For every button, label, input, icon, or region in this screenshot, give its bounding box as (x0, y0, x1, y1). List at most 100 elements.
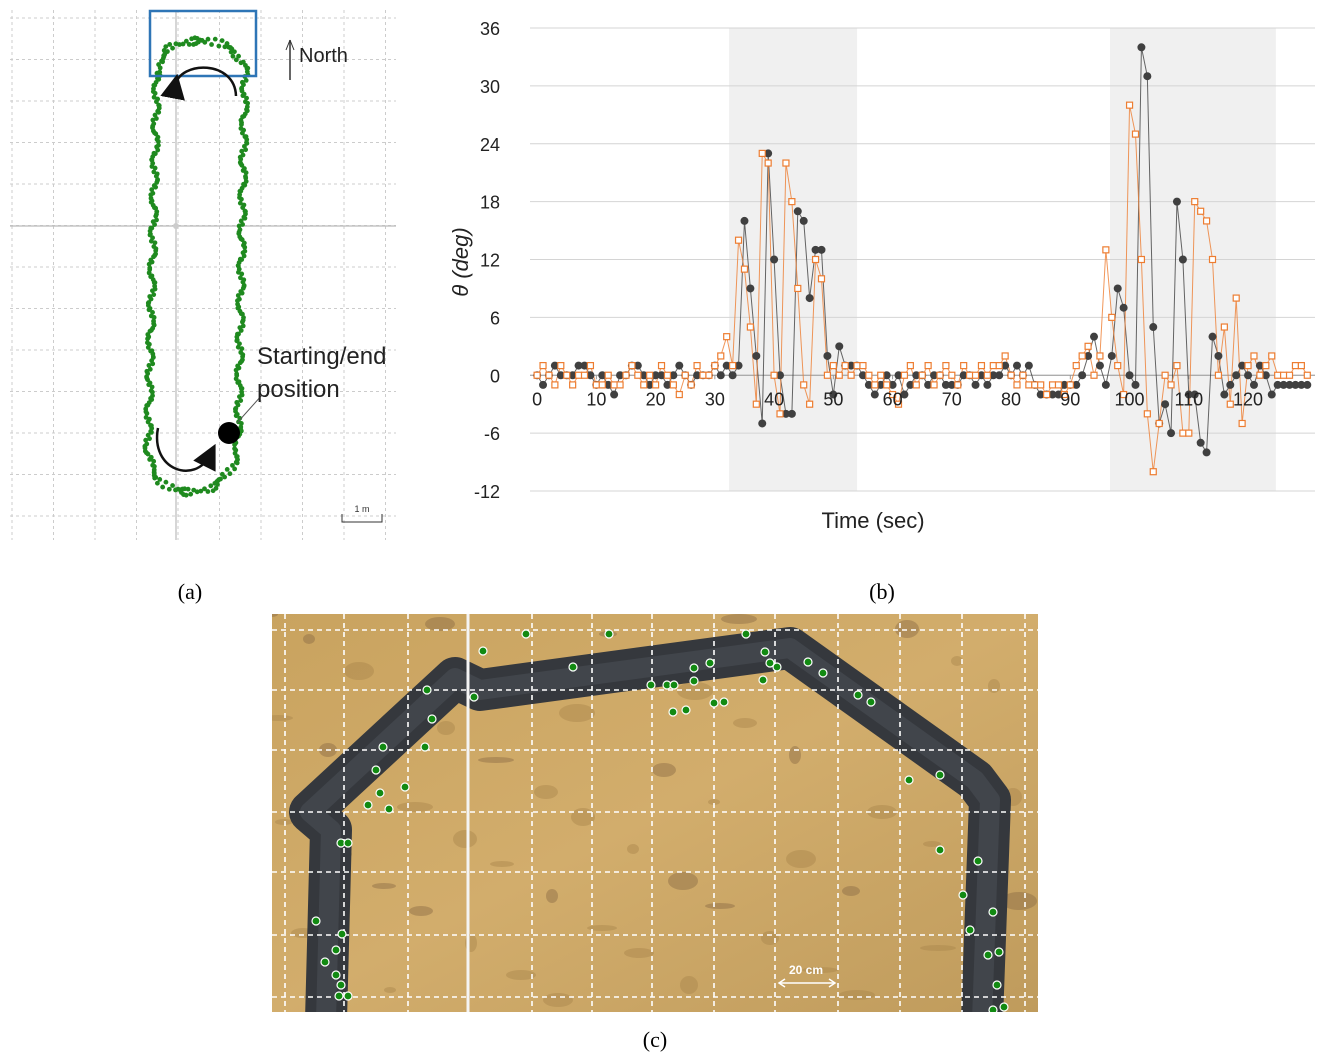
data-point (634, 371, 642, 379)
data-point (870, 390, 879, 399)
data-point (1078, 352, 1086, 360)
trajectory-dot (237, 192, 243, 198)
detection-dot (988, 1005, 998, 1012)
trajectory-dot (148, 195, 154, 201)
data-point (539, 380, 548, 389)
data-point (942, 362, 950, 370)
soil-patch (895, 620, 919, 638)
soil-patch (624, 948, 654, 958)
data-point (1250, 352, 1258, 360)
soil-patch (559, 704, 595, 722)
data-point (770, 371, 778, 379)
data-point (924, 380, 933, 389)
trajectory-dot (236, 53, 241, 59)
data-point (1179, 429, 1187, 437)
data-point (657, 362, 666, 370)
trajectory-dot (154, 137, 160, 142)
soil-patch (384, 987, 396, 993)
trajectory-dot (151, 292, 157, 298)
soil-patch (490, 861, 514, 867)
data-point (1244, 362, 1252, 370)
soil-patch (627, 844, 639, 854)
data-point (586, 362, 595, 370)
trajectory-dot (160, 484, 166, 490)
data-point (853, 362, 861, 370)
trajectory-dot (148, 238, 154, 244)
data-point (663, 380, 672, 389)
soil-patch (677, 682, 713, 700)
data-point (924, 362, 932, 370)
data-point (687, 381, 695, 389)
data-point (1114, 362, 1122, 370)
data-point (1090, 371, 1098, 379)
trajectory-dot (151, 244, 157, 249)
data-point (941, 380, 950, 389)
y-tick-label: 6 (490, 308, 500, 328)
trajectory-dot (240, 250, 246, 256)
data-point (781, 409, 790, 418)
data-point (1279, 371, 1288, 379)
soil-patch (587, 925, 617, 931)
data-point (729, 362, 737, 370)
data-point (841, 362, 849, 370)
data-point (918, 371, 926, 379)
map-origin (173, 223, 179, 229)
trajectory (142, 35, 251, 498)
trajectory-dot (186, 42, 192, 47)
trajectory-dot (241, 127, 247, 133)
detection-dot (935, 845, 945, 855)
detections (311, 629, 1009, 1012)
trajectory-dot (235, 363, 241, 369)
detection-dot (992, 980, 1002, 990)
data-point (930, 371, 939, 380)
detection-dot (803, 657, 813, 667)
data-point (633, 361, 642, 370)
detection-dot (371, 765, 381, 775)
data-point (746, 323, 754, 331)
trajectory-dot (165, 49, 170, 54)
data-point (1255, 361, 1264, 370)
north-label: North (299, 45, 348, 67)
detection-dot (709, 698, 719, 708)
data-point (752, 400, 760, 408)
data-point (782, 159, 790, 167)
data-point (1303, 371, 1311, 379)
trajectory-dot (238, 398, 244, 403)
data-point (871, 381, 879, 389)
data-point (847, 361, 856, 370)
x-tick-label: 0 (532, 389, 542, 409)
soil-patch (275, 819, 293, 825)
data-point (835, 342, 844, 351)
data-point (865, 371, 873, 379)
soil-patch (705, 903, 735, 909)
trajectory-dot (233, 459, 239, 465)
data-point (1108, 313, 1116, 321)
data-point (829, 362, 837, 370)
data-point (805, 294, 814, 303)
data-point (764, 149, 773, 158)
trajectory-dot (150, 361, 156, 367)
x-tick-label: 70 (942, 389, 962, 409)
trajectory-dot (205, 36, 211, 42)
trajectory-dot (208, 483, 214, 489)
trajectory-dot (237, 154, 243, 160)
trajectory-dot (147, 265, 153, 271)
data-point (894, 400, 903, 408)
trajectory-dot (191, 487, 197, 493)
trajectory-dot (147, 436, 152, 442)
trajectory-dot (237, 360, 243, 366)
data-point (1096, 352, 1104, 360)
data-point (723, 333, 731, 341)
soil-patch (708, 799, 720, 805)
data-point (568, 371, 577, 380)
data-point (1172, 197, 1181, 206)
data-point (906, 380, 915, 389)
soil-patch (802, 967, 838, 973)
data-point (569, 381, 577, 389)
data-point (983, 380, 992, 389)
trajectory-dot (232, 49, 237, 55)
data-point (716, 371, 725, 380)
caption: (c) (643, 1027, 667, 1052)
data-point (912, 381, 920, 389)
